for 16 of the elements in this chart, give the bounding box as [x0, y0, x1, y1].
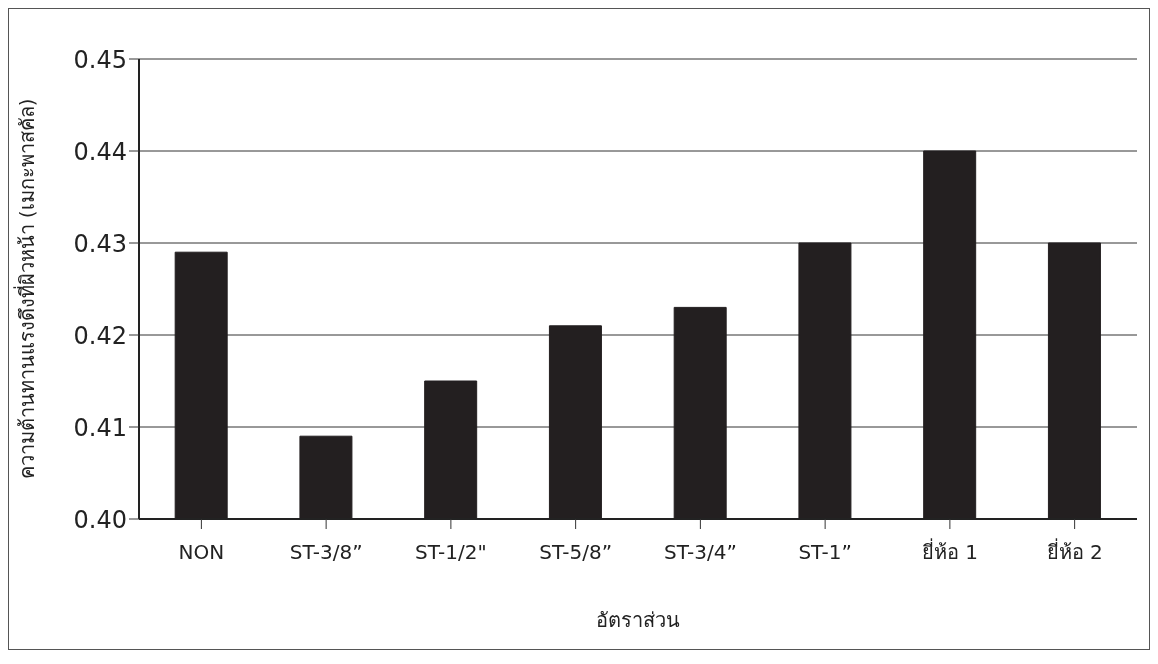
y-axis-title: ความต้านทานแรงดึงที่ผิวหน้า (เมกะพาสคัล): [13, 98, 40, 480]
x-tick-label: ยี่ห้อ 1: [921, 538, 978, 565]
y-tick-label: 0.44: [73, 137, 127, 166]
x-tick-label: ยี่ห้อ 2: [1046, 538, 1103, 565]
x-tick-label: ST-1”: [798, 540, 852, 565]
y-tick-label: 0.41: [73, 413, 127, 442]
y-tick-label: 0.40: [73, 505, 127, 534]
y-tick-label: 0.42: [73, 321, 127, 350]
x-tick-label: NON: [178, 540, 225, 565]
x-tick-label: ST-5/8”: [539, 540, 613, 565]
x-tick-label: ST-3/8”: [289, 540, 363, 565]
x-axis-title: อัตราส่วน: [596, 608, 680, 632]
y-tick-label: 0.43: [73, 229, 127, 258]
x-tick-label: ST-1/2": [415, 540, 487, 565]
x-tick-label: ST-3/4”: [663, 540, 737, 565]
y-tick-label: 0.45: [73, 45, 127, 74]
